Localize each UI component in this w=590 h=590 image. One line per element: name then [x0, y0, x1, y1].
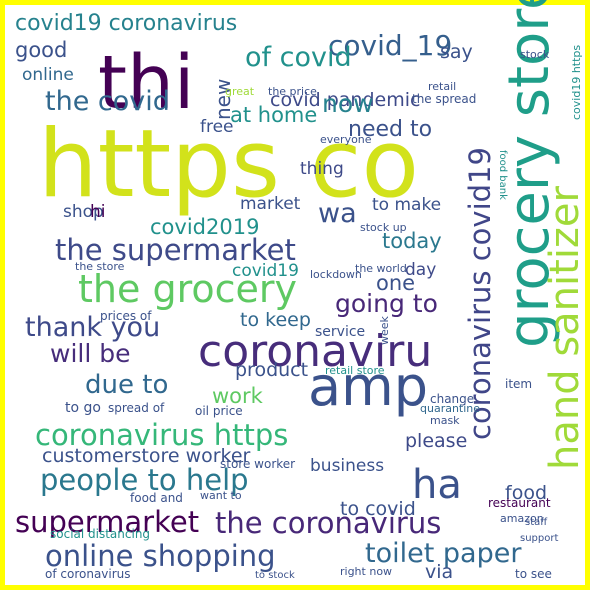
word: today [382, 229, 442, 253]
word: the supermarket [55, 233, 296, 267]
word: retail store [325, 364, 385, 377]
word: amp [308, 355, 428, 418]
word: right now [340, 565, 392, 578]
word: great [225, 85, 255, 98]
word: customerstore worker [42, 445, 251, 467]
word: online [22, 65, 74, 85]
word: week [378, 315, 391, 345]
word: of coronavirus [45, 567, 131, 581]
word: the coronavirus [215, 506, 441, 540]
word: one [376, 271, 415, 295]
word: new [211, 79, 235, 120]
word: product [235, 359, 308, 381]
word: thank you [25, 312, 160, 343]
word: good [15, 38, 67, 62]
word: everyone [320, 133, 372, 146]
word: change [430, 392, 474, 406]
word: free [200, 117, 234, 137]
word: covid2019 [150, 215, 259, 239]
word: supermarket [15, 505, 199, 539]
word: at home [230, 103, 317, 127]
word: say [440, 41, 473, 63]
word: https co [38, 110, 419, 219]
word: restaurant [488, 496, 551, 510]
word: store worker [220, 457, 295, 471]
word: want to [200, 489, 242, 502]
word: the spread [412, 92, 476, 106]
word: quarantine [420, 402, 480, 415]
word: hand sanitizer [542, 185, 588, 470]
word: wa [318, 198, 357, 229]
word: going to [335, 289, 438, 318]
word: work [212, 384, 264, 408]
word: will be [50, 339, 130, 368]
word: via [425, 561, 453, 583]
word: mask [430, 414, 460, 427]
word: food [505, 482, 547, 504]
word: covid pandemic [270, 89, 420, 111]
word: coronavirus https [35, 418, 288, 452]
word: to covid [340, 498, 416, 520]
word: staff [525, 517, 548, 528]
word: grocery store [497, 0, 562, 348]
word: social distancing [50, 527, 150, 541]
word: to go [65, 400, 101, 416]
word: covid19 https [570, 45, 583, 120]
word: food and [130, 491, 183, 505]
word: due to [85, 370, 168, 400]
word: oil price [195, 404, 243, 418]
word: please [405, 430, 467, 452]
word: market [240, 194, 301, 214]
word: stock [520, 48, 550, 61]
word: toilet paper [365, 538, 522, 569]
word: to make [372, 195, 441, 215]
word: the covid [45, 86, 170, 117]
word: stock up [360, 221, 407, 234]
word: business [310, 456, 384, 476]
word: amazon [500, 512, 544, 525]
word: item [505, 377, 532, 391]
word: to stock [255, 570, 295, 581]
word: covid19 coronavirus [15, 11, 237, 36]
word: to keep [240, 309, 311, 331]
word: online shopping [45, 539, 276, 573]
word: the world [355, 262, 407, 275]
word: support [520, 533, 558, 544]
word: lockdown [310, 268, 362, 281]
word: service [315, 324, 365, 340]
word: prices of [100, 309, 152, 323]
word: the price [268, 85, 317, 98]
word: to see [515, 567, 552, 581]
word: covid_19 [328, 29, 452, 62]
word: the store [75, 260, 125, 273]
word: ha [412, 462, 462, 508]
word: thi [98, 40, 194, 126]
word: of covid [245, 42, 352, 73]
word: day [405, 260, 436, 280]
word: spread of [108, 401, 165, 415]
word: shop [63, 202, 104, 222]
word: now [322, 89, 374, 118]
word: food bank [497, 150, 508, 200]
word: need to [348, 117, 432, 142]
word: covid19 [232, 261, 299, 281]
word: hi [90, 202, 106, 222]
word: the grocery [78, 267, 297, 311]
word: people to help [40, 463, 249, 497]
word: coronavirus covid19 [463, 147, 497, 440]
word: retail [428, 80, 456, 93]
word: thing [300, 159, 344, 179]
word: coronaviru [198, 326, 432, 377]
